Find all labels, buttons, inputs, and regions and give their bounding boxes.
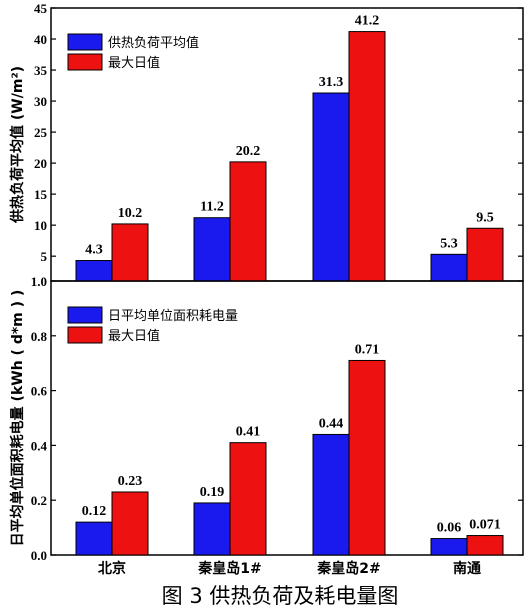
bar-series2-3 <box>466 227 504 282</box>
bar-series2-0 <box>111 223 149 282</box>
figure-caption: 图 3 供热负荷及耗电量图 <box>162 584 399 608</box>
legend-label-1: 供热负荷平均值 <box>108 35 199 51</box>
x-category-label: 南通 <box>453 560 481 577</box>
x-category-label: 秦皇岛2# <box>316 560 380 577</box>
y-tick-label: 30 <box>34 94 47 109</box>
y-tick-label: 35 <box>34 63 48 78</box>
data-label: 31.3 <box>319 75 344 90</box>
legend-swatch-1 <box>67 306 103 324</box>
y-tick-label: 0.0 <box>31 548 47 563</box>
y-tick-label: 20 <box>34 156 47 171</box>
bar-series1-1 <box>193 217 231 282</box>
y-tick-label: 45 <box>34 1 48 16</box>
y-tick-label: 5 <box>41 249 48 264</box>
y-axis-label: 供热负荷平均值 (W/m²) <box>9 66 26 224</box>
bar-series2-0 <box>111 491 149 556</box>
data-label: 0.41 <box>236 425 261 440</box>
data-label: 4.3 <box>85 243 103 258</box>
y-tick-label: 40 <box>34 32 47 47</box>
bar-series1-0 <box>75 521 113 556</box>
bar-series2-3 <box>466 535 504 556</box>
y-tick-label: 0.8 <box>31 329 48 344</box>
data-label: 0.71 <box>355 342 380 357</box>
y-tick-label: 0.6 <box>31 384 48 399</box>
bar-series1-2 <box>312 433 350 556</box>
y-tick-label: 15 <box>34 187 48 202</box>
y-tick-label: 25 <box>34 125 48 140</box>
data-label: 0.12 <box>82 504 107 519</box>
data-label: 0.23 <box>118 474 143 489</box>
legend-swatch-1 <box>67 33 103 51</box>
y-tick-label: 1.0 <box>31 274 47 289</box>
y-tick-label: 10 <box>34 218 47 233</box>
x-category-label: 秦皇岛1# <box>197 560 261 577</box>
bar-series2-2 <box>348 31 386 282</box>
legend-label-1: 日平均单位面积耗电量 <box>108 309 238 324</box>
bar-series1-0 <box>75 260 113 282</box>
bar-series1-1 <box>193 502 231 556</box>
x-category-label: 北京 <box>98 560 126 577</box>
data-label: 0.44 <box>319 416 344 431</box>
data-label: 0.071 <box>469 518 501 533</box>
data-label: 10.2 <box>118 206 143 221</box>
bar-series2-1 <box>229 161 267 282</box>
data-label: 11.2 <box>200 200 224 215</box>
heat-load-chart: 1.0 5 10 15 20 25 30 35 40 45 供热负荷平均值 (W/m²) 4.3 11.… <box>9 1 524 289</box>
y-tick-label: 0.2 <box>31 493 47 508</box>
data-label: 5.3 <box>440 236 458 251</box>
data-label: 9.5 <box>476 210 494 225</box>
bar-series1-2 <box>312 92 350 282</box>
bar-series1-3 <box>430 253 468 282</box>
data-label: 20.2 <box>236 144 261 159</box>
y-tick-label: 0.4 <box>31 438 48 453</box>
power-consumption-chart: 0.0 0.2 0.4 0.6 0.8 日平均单位面积耗电量 (kWh ( d*m ) )… <box>9 280 524 577</box>
plot-frame <box>50 280 524 556</box>
bar-series2-2 <box>348 359 386 556</box>
y-axis-label: 日平均单位面积耗电量 (kWh ( d*m ) ) <box>9 290 26 547</box>
legend-label-2: 最大日值 <box>108 328 160 344</box>
legend-swatch-2 <box>67 53 103 71</box>
data-label: 0.06 <box>437 521 462 536</box>
data-label: 41.2 <box>355 14 380 29</box>
legend-swatch-2 <box>67 326 103 344</box>
bar-series2-1 <box>229 442 267 556</box>
legend-label-2: 最大日值 <box>108 55 160 71</box>
data-label: 0.19 <box>200 485 225 500</box>
bar-series1-3 <box>430 538 468 556</box>
